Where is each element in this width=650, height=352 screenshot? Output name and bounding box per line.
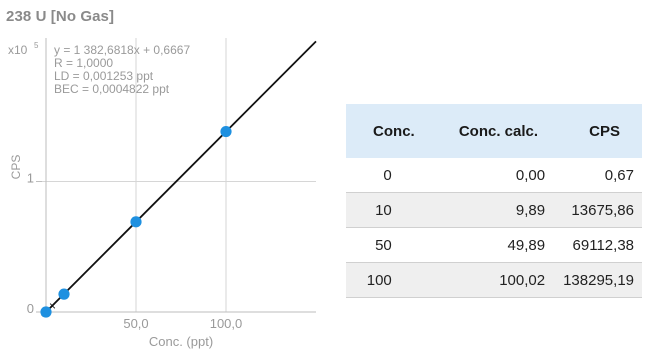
calibration-chart[interactable]: 50,0 100,0 0 1 x10 5 Conc. (ppt) CPS y = 1 382,6…: [0, 0, 330, 352]
cell-cps: 13675,86: [555, 192, 642, 228]
data-point: [40, 306, 52, 318]
header-conc-calc[interactable]: Conc. calc.: [441, 104, 556, 158]
y-multiplier-label: x10: [8, 43, 28, 57]
y-multiplier-exponent: 5: [34, 41, 39, 50]
cell-conc: 0: [346, 158, 442, 193]
cell-conc-calc: 100,02: [441, 262, 556, 298]
stats-line: LD = 0,001253 ppt: [54, 69, 154, 83]
header-cps[interactable]: CPS: [555, 104, 642, 158]
data-point: [130, 216, 142, 228]
y-tick-label: 1: [27, 171, 34, 186]
x-axis-title: Conc. (ppt): [149, 334, 213, 349]
cell-conc: 100: [346, 262, 442, 298]
x-tick-label: 100,0: [210, 316, 243, 331]
table-row[interactable]: 50 49,89 69112,38: [346, 227, 642, 263]
calibration-table: Conc. Conc. calc. CPS 0 0,00 0,67 10 9,8…: [346, 104, 642, 298]
cell-conc-calc: 9,89: [441, 192, 556, 228]
table-row[interactable]: 100 100,02 138295,19: [346, 262, 642, 298]
cell-cps: 0,67: [555, 158, 642, 193]
cell-cps: 69112,38: [555, 227, 642, 263]
data-point: [58, 288, 70, 300]
y-axis-title: CPS: [9, 155, 23, 180]
stats-line: BEC = 0,0004822 ppt: [54, 82, 170, 96]
table-row[interactable]: 10 9,89 13675,86: [346, 192, 642, 228]
header-conc[interactable]: Conc.: [346, 104, 442, 158]
cell-cps: 138295,19: [555, 262, 642, 298]
cell-conc-calc: 49,89: [441, 227, 556, 263]
stats-line: R = 1,0000: [54, 56, 113, 70]
y-tick-label: 0: [27, 301, 34, 316]
cell-conc: 50: [346, 227, 442, 263]
table-header-row: Conc. Conc. calc. CPS: [346, 104, 642, 158]
fit-line: [41, 40, 317, 317]
cell-conc-calc: 0,00: [441, 158, 556, 193]
cell-conc: 10: [346, 192, 442, 228]
blank-marker: ×: [49, 299, 56, 313]
stats-line: y = 1 382,6818x + 0,6667: [54, 43, 190, 57]
panel-title: 238 U [No Gas]: [6, 8, 115, 25]
data-point: [220, 125, 232, 138]
x-tick-label: 50,0: [123, 316, 148, 331]
table-row[interactable]: 0 0,00 0,67: [346, 158, 642, 193]
